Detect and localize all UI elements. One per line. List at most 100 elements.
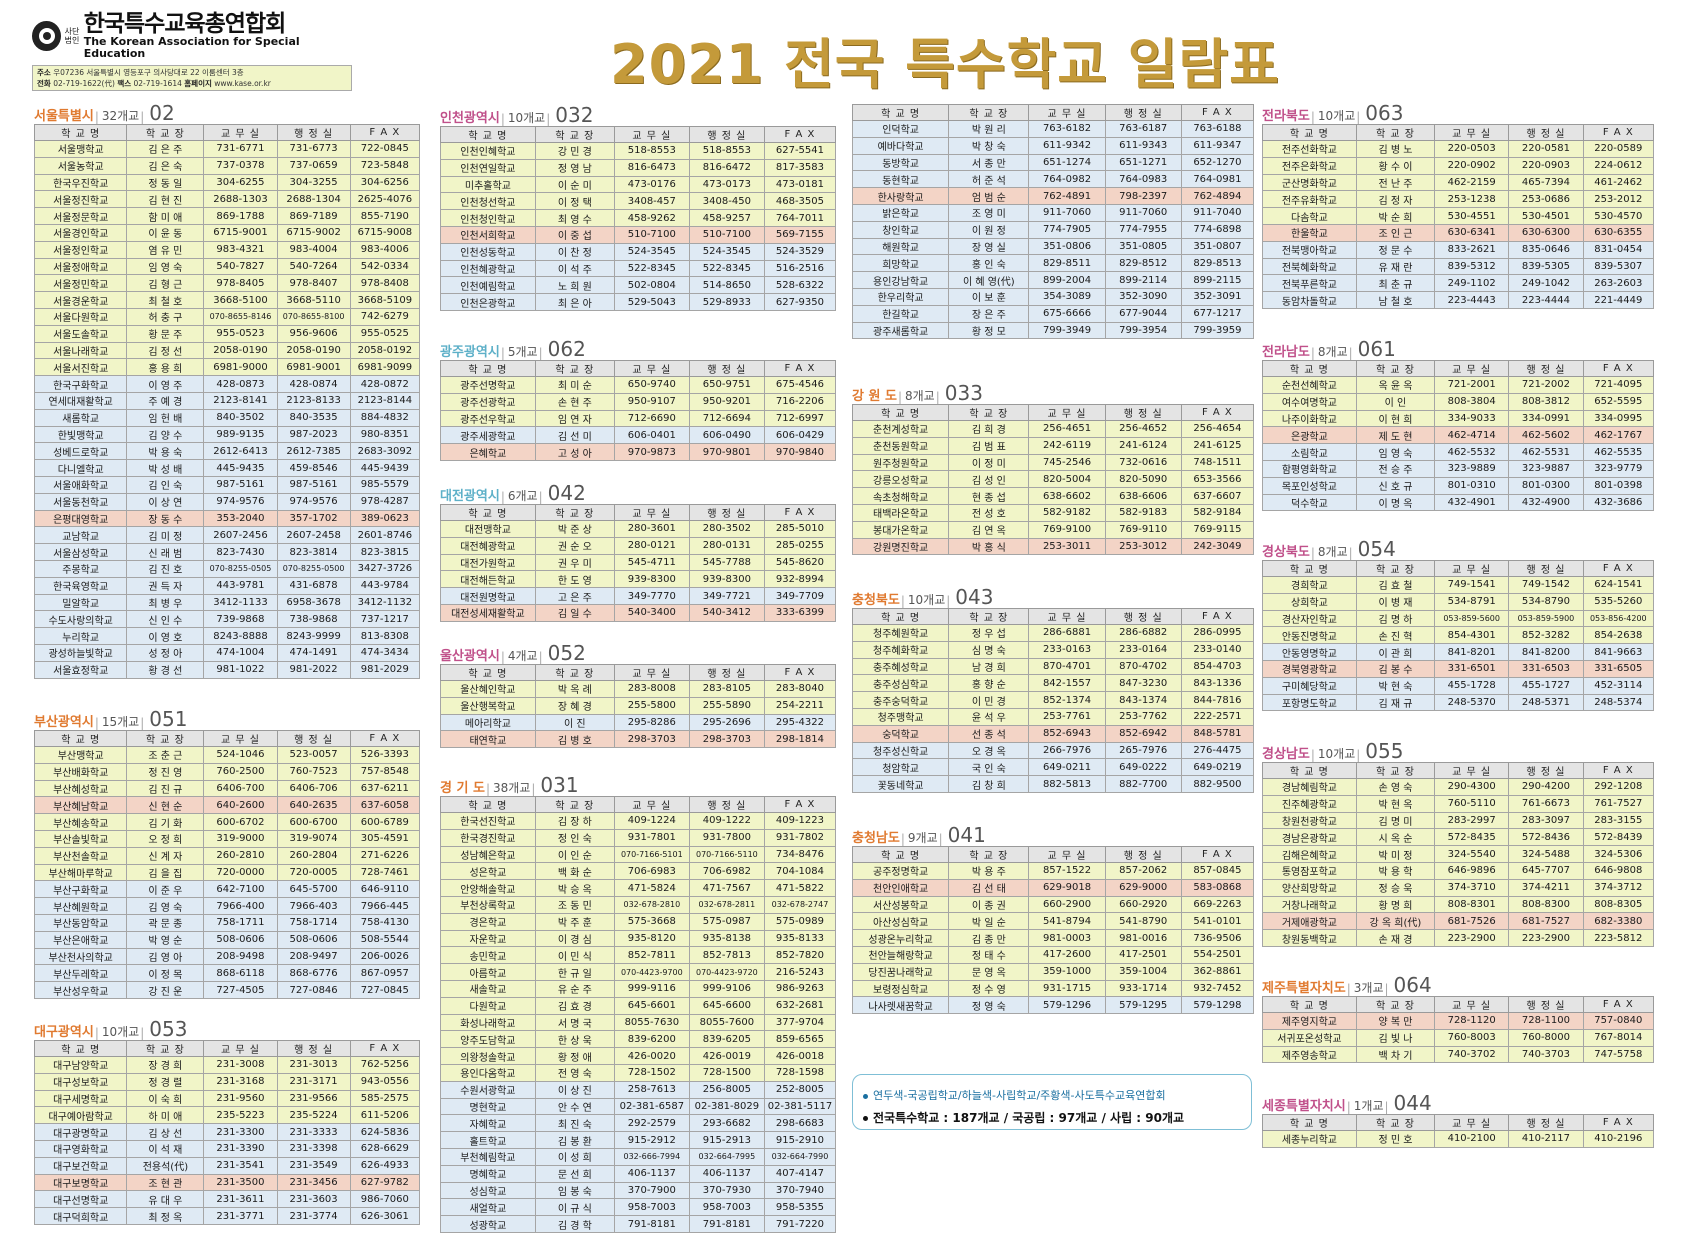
- fax: 737-1217: [349, 610, 421, 629]
- teachers-office: 999-9116: [613, 979, 690, 998]
- principal: 윤 석 우: [948, 707, 1030, 726]
- principal: 유 대 우: [126, 1190, 205, 1209]
- column-header: 학 교 장: [1355, 360, 1436, 377]
- teachers-office: 8055-7630: [613, 1013, 690, 1032]
- fax: 801-0398: [1582, 476, 1655, 495]
- teachers-office: 359-1000: [1028, 962, 1106, 981]
- table-row: 새솔학교 유 순 주 999-9116 999-9106 986-9263: [440, 979, 837, 998]
- teachers-office: 2612-6413: [203, 442, 278, 461]
- table-row: 부산동암학교 곽 문 종 758-1711 758-1714 758-4130: [33, 913, 421, 932]
- school-name: 안양해솔학교: [440, 879, 536, 897]
- teachers-office: 854-4301: [1434, 626, 1510, 645]
- region-name: 전라남도: [1262, 345, 1310, 360]
- region-count: 10개교: [507, 111, 546, 125]
- admin-office: 760-7523: [276, 762, 351, 781]
- table-row: 대구보건학교 전용석(代) 231-3541 231-3549 626-4933: [33, 1156, 421, 1175]
- fax: 256-4654: [1180, 420, 1255, 438]
- principal: 홍 용 희: [126, 358, 205, 377]
- principal: 홍 인 숙: [948, 254, 1030, 273]
- region-area-code: 063: [1365, 101, 1404, 125]
- admin-office: 579-1295: [1104, 996, 1182, 1015]
- school-name: 천안인애학교: [851, 878, 950, 897]
- principal: 고 성 아: [534, 443, 615, 461]
- teachers-office: 760-2500: [203, 762, 278, 781]
- school-name: 광주새롬학교: [851, 321, 950, 340]
- admin-office: 808-3812: [1508, 392, 1584, 411]
- region-count: 4개교: [507, 649, 538, 663]
- school-name: 인천청인학교: [440, 209, 536, 227]
- table-row: 부천상록학교 조 동 민 032-678-2810 032-678-2811 032-6…: [440, 895, 837, 914]
- table-row: 태연학교 김 병 호 298-3703 298-3703 298-1814: [440, 730, 837, 749]
- admin-office: 522-8345: [688, 259, 765, 278]
- fax: 637-6058: [349, 796, 421, 815]
- teachers-office: 248-5370: [1434, 693, 1510, 712]
- teachers-office: 869-1788: [203, 207, 278, 225]
- region-title: 충청북도 | 10개교 | 043: [852, 584, 1254, 608]
- fax: 986-9263: [763, 979, 837, 998]
- table-row: 청주혜화학교 심 명 숙 233-0163 233-0164 233-0140: [851, 640, 1255, 659]
- admin-office: 651-1271: [1104, 153, 1182, 172]
- table-row: 울산행복학교 장 혜 경 255-5800 255-5890 254-2211: [440, 696, 837, 715]
- table-row: 천안인애학교 김 선 태 629-9018 629-9000 583-0868: [851, 878, 1255, 897]
- fax: 2683-3092: [349, 442, 421, 461]
- teachers-office: 249-1102: [1434, 274, 1510, 293]
- table-row: 서울삼성학교 신 래 범 823-7430 823-3814 823-3815: [33, 543, 421, 561]
- school-name: 전북푸른학교: [1262, 274, 1357, 293]
- teachers-office: 510-7100: [613, 225, 690, 244]
- principal: 임 봉 숙: [534, 1181, 615, 1200]
- table-row: 광주새롬학교 황 정 모 799-3949 799-3954 799-3959: [851, 321, 1255, 340]
- school-name: 통영잠포학교: [1262, 861, 1357, 880]
- phone-label: 전화: [37, 79, 51, 88]
- school-name: 청주혜원학교: [851, 624, 950, 642]
- admin-office: 840-3535: [276, 408, 351, 427]
- school-name: 강릉오성학교: [851, 470, 950, 489]
- fax: 324-5306: [1582, 845, 1655, 863]
- fax: 611-9347: [1180, 136, 1255, 155]
- fax: 471-5822: [763, 879, 837, 897]
- fax: 432-3686: [1582, 493, 1655, 512]
- teachers-office: 280-0121: [613, 536, 690, 555]
- column-header: 교 무 실: [203, 1040, 278, 1057]
- admin-office: 868-6776: [276, 964, 351, 983]
- principal: 옥 윤 옥: [1355, 376, 1436, 394]
- admin-office: 534-8790: [1508, 592, 1584, 611]
- table-row: 충주성심학교 홍 향 순 842-1557 847-3230 843-1336: [851, 674, 1255, 693]
- fax: 349-7709: [763, 587, 837, 605]
- admin-office: 032-678-2811: [688, 895, 765, 914]
- teachers-office: 242-6119: [1028, 436, 1106, 455]
- fax: 443-9784: [349, 576, 421, 595]
- region-title: 강 원 도 | 8개교 | 033: [852, 380, 1254, 404]
- principal: 박 원 리: [948, 120, 1030, 138]
- table-row: 천안늘해랑학교 정 태 수 417-2600 417-2501 554-2501: [851, 945, 1255, 964]
- principal: 장 영 실: [948, 237, 1030, 256]
- region-name: 세종특별자치시: [1262, 1099, 1346, 1114]
- table-row: 부산맹학교 조 춘 근 524-1046 523-0057 526-3393: [33, 746, 421, 764]
- fax: 763-6188: [1180, 120, 1255, 138]
- column-header: 학 교 장: [534, 360, 615, 377]
- homepage-link[interactable]: www.kase.or.kr: [214, 79, 271, 88]
- teachers-office: 354-3089: [1028, 287, 1106, 306]
- admin-office: 774-7955: [1104, 220, 1182, 239]
- admin-office: 760-8000: [1508, 1028, 1584, 1047]
- separator: |: [546, 112, 551, 126]
- principal: 김 창 희: [948, 775, 1030, 793]
- region-name: 대전광역시: [440, 489, 500, 504]
- school-name: 창원천광학교: [1262, 811, 1357, 830]
- school-name: 송민학교: [440, 946, 536, 965]
- teachers-office: 721-2001: [1434, 376, 1510, 394]
- admin-office: 349-7721: [688, 587, 765, 605]
- column-header: 학 교 명: [1262, 1114, 1357, 1131]
- admin-office: 677-9044: [1104, 304, 1182, 323]
- column-header: 행 정 실: [1508, 560, 1584, 577]
- table-row: 주몽학교 김 진 호 070-8255-0505 070-8255-0500 3427-…: [33, 559, 421, 578]
- fax: 721-4095: [1582, 376, 1655, 394]
- table-row: 명혜학교 문 선 희 406-1137 406-1137 407-4147: [440, 1164, 837, 1183]
- admin-office: 253-0686: [1508, 190, 1584, 209]
- admin-office: 630-6300: [1508, 223, 1584, 242]
- column-header: 교 무 실: [1434, 762, 1510, 779]
- region-title: 전라남도 | 8개교 | 061: [1262, 336, 1654, 360]
- column-header: F A X: [1582, 560, 1655, 577]
- school-name: 대전맹학교: [440, 520, 536, 538]
